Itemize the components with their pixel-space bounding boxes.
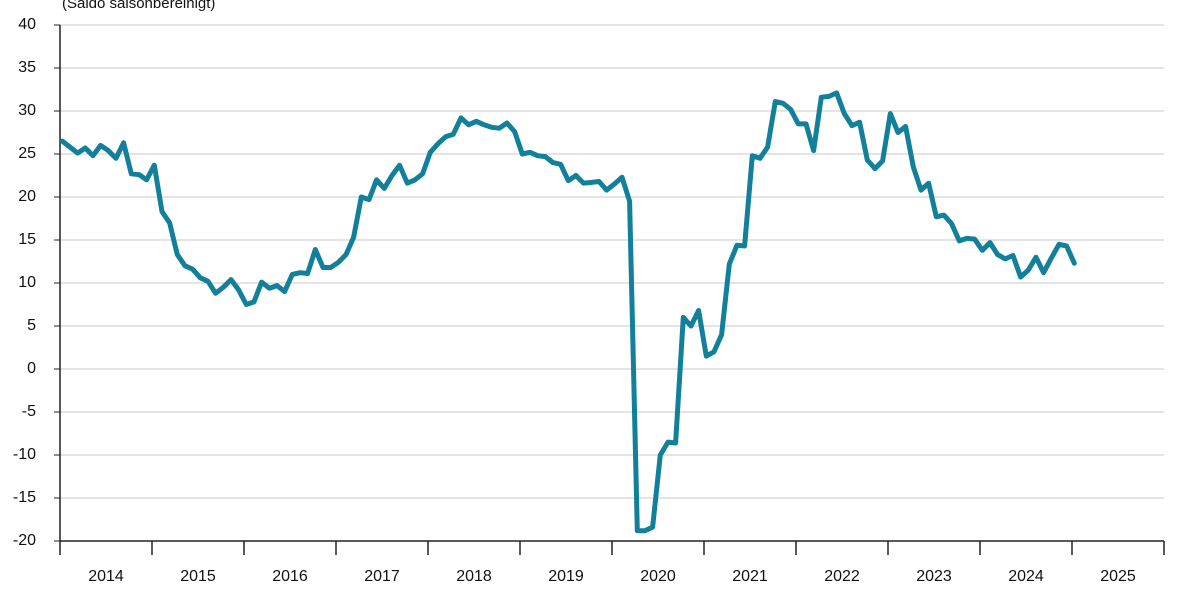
x-tick-label: 2014 (88, 568, 124, 585)
x-tick-label: 2019 (548, 568, 584, 585)
y-tick-label: 20 (18, 188, 36, 205)
x-tick-label: 2015 (180, 568, 216, 585)
y-tick-label: -20 (13, 532, 36, 549)
y-tick-label: -15 (13, 489, 36, 506)
x-tick-label: 2016 (272, 568, 308, 585)
y-tick-label: 25 (18, 145, 36, 162)
x-tick-label: 2021 (732, 568, 768, 585)
x-tick-label: 2018 (456, 568, 492, 585)
chart-subtitle: (Saldo saisonbereinigt) (62, 0, 215, 12)
y-tick-label: 5 (27, 317, 36, 334)
x-tick-label: 2022 (824, 568, 860, 585)
x-tick-label: 2024 (1008, 568, 1044, 585)
y-tick-label: -5 (22, 403, 36, 420)
y-tick-label: 30 (18, 102, 36, 119)
y-tick-label: 10 (18, 274, 36, 291)
x-tick-label: 2023 (916, 568, 952, 585)
x-tick-label: 2020 (640, 568, 676, 585)
y-tick-label: 0 (27, 360, 36, 377)
line (59, 90, 1077, 534)
y-tick-label: 35 (18, 59, 36, 76)
x-tick-label: 2025 (1100, 568, 1136, 585)
x-tick-label: 2017 (364, 568, 400, 585)
y-tick-label: 15 (18, 231, 36, 248)
y-tick-label: -10 (13, 446, 36, 463)
y-tick-label: 40 (18, 16, 36, 33)
